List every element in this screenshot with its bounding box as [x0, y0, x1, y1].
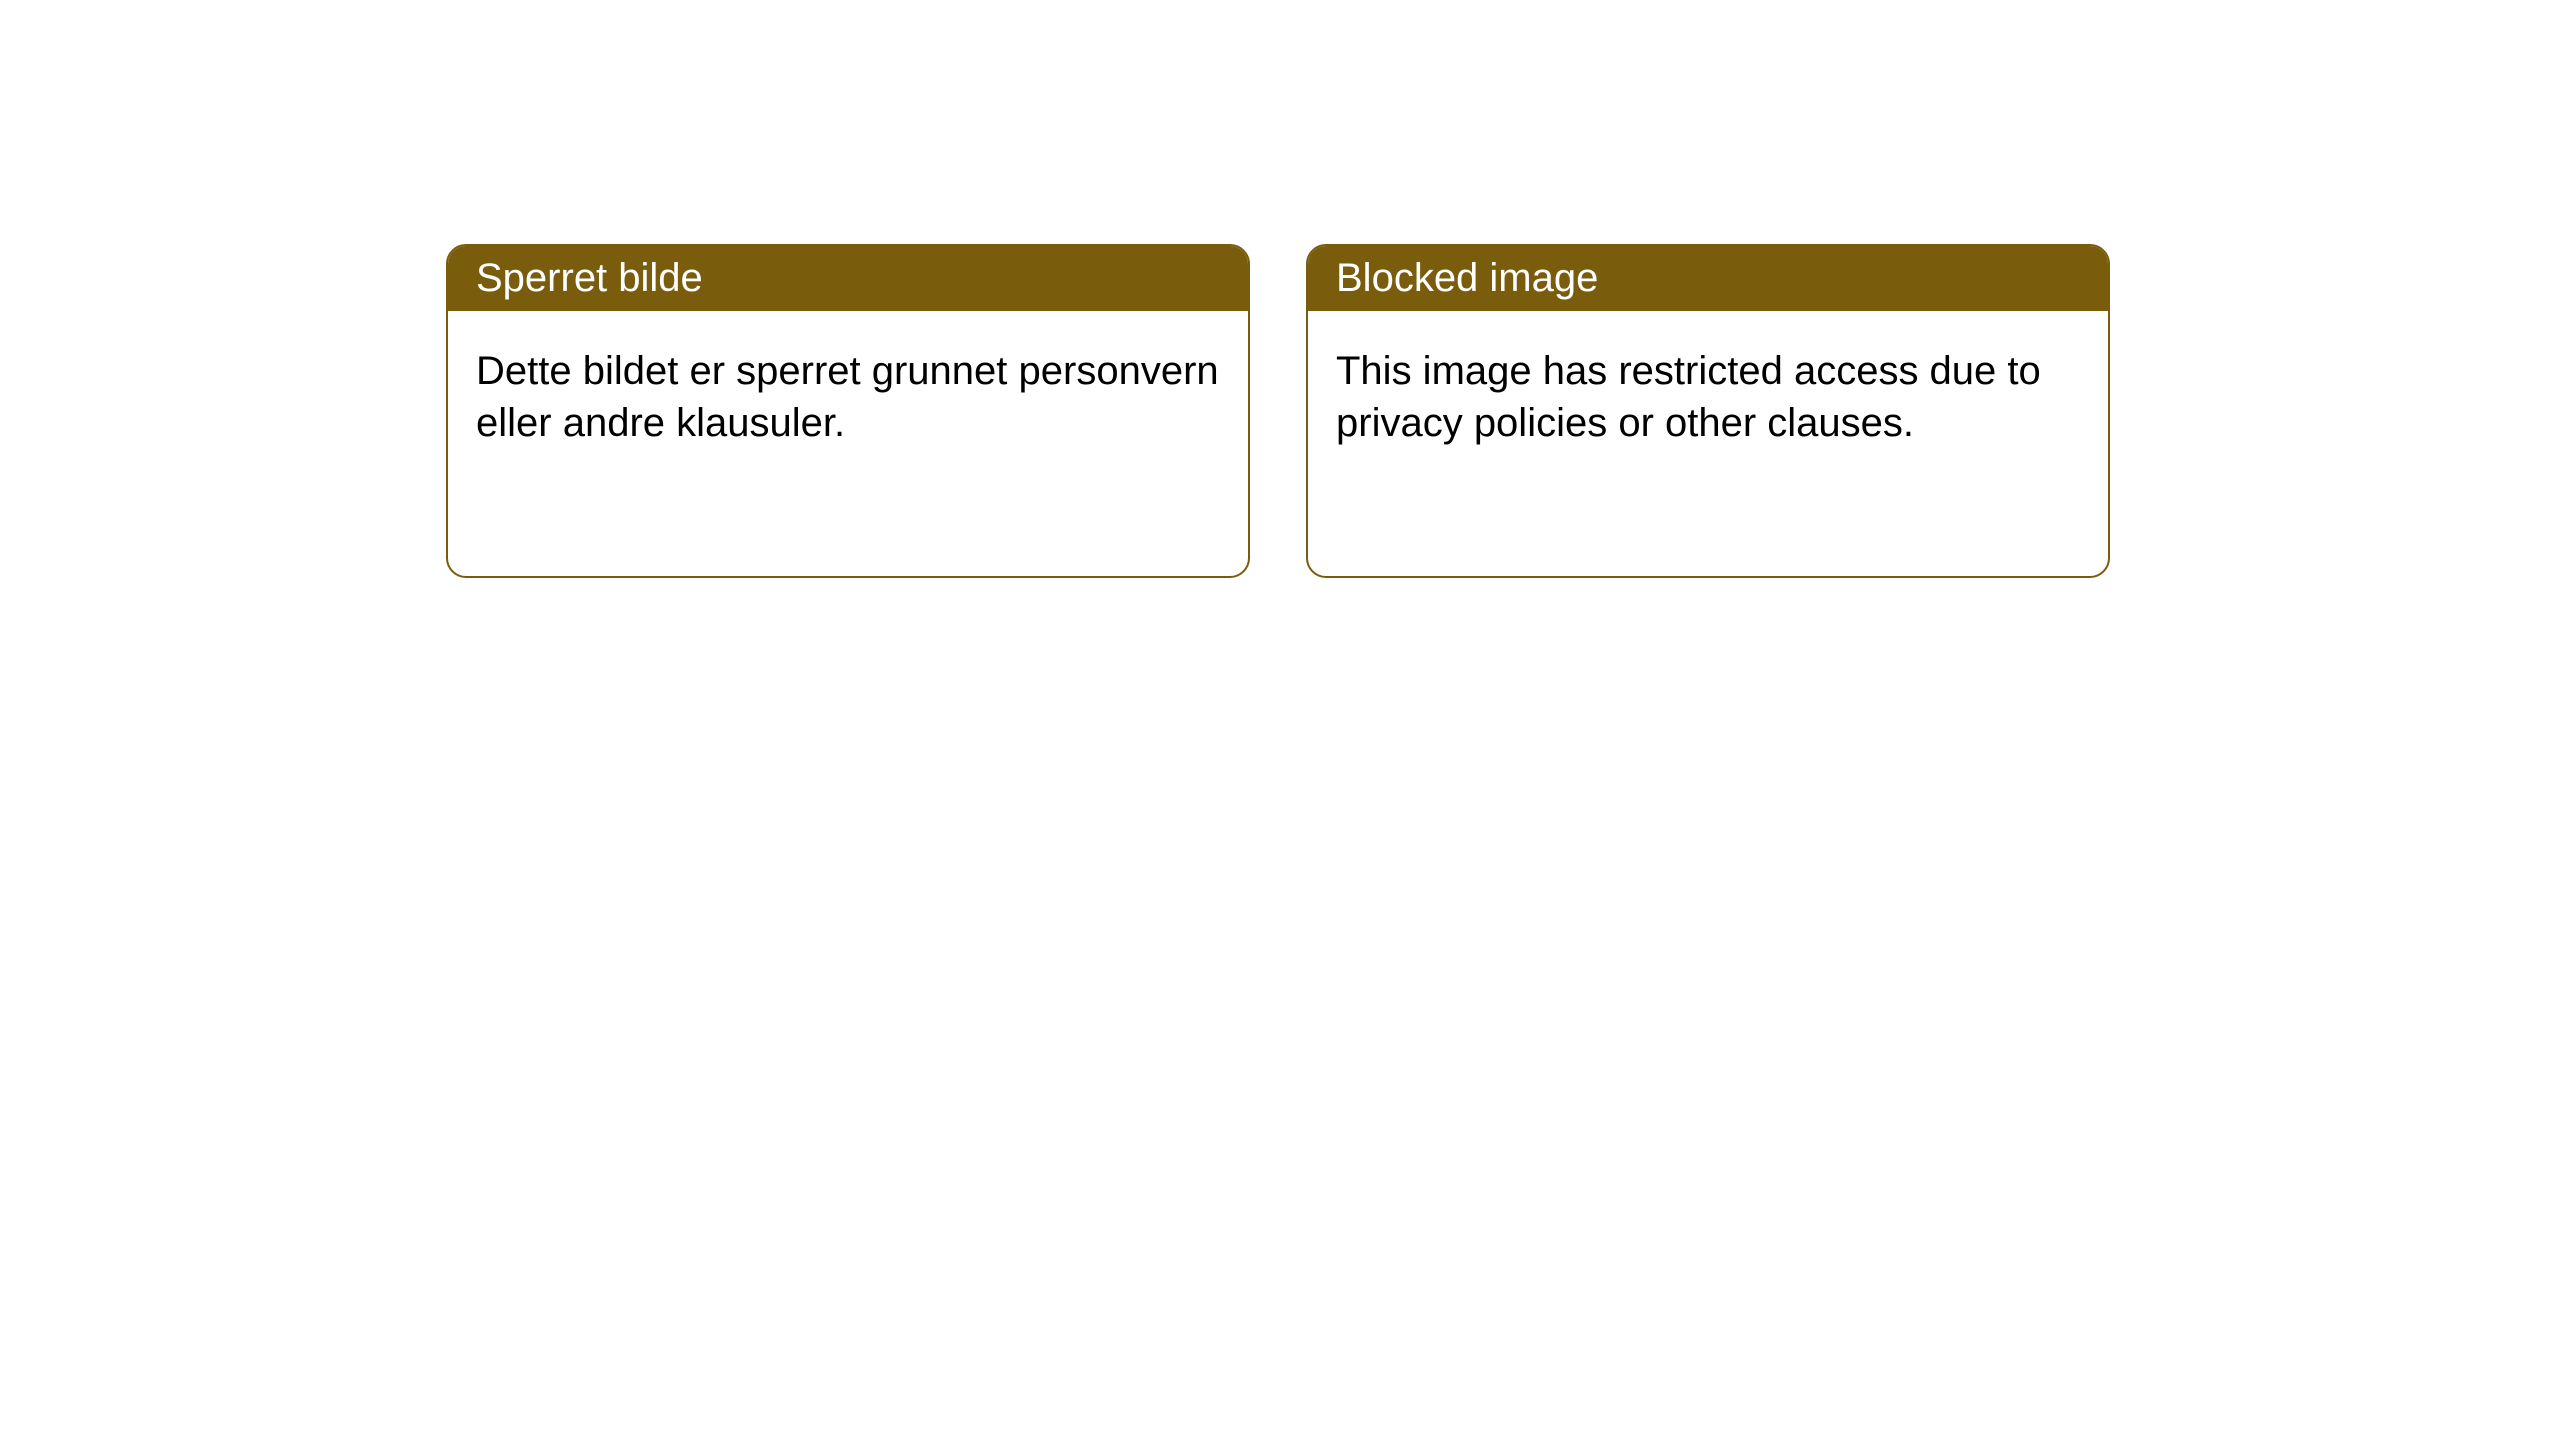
card-title: Blocked image	[1308, 246, 2108, 311]
notice-container: Sperret bilde Dette bildet er sperret gr…	[0, 0, 2560, 578]
notice-card-english: Blocked image This image has restricted …	[1306, 244, 2110, 578]
card-body: This image has restricted access due to …	[1308, 311, 2108, 483]
card-title: Sperret bilde	[448, 246, 1248, 311]
notice-card-norwegian: Sperret bilde Dette bildet er sperret gr…	[446, 244, 1250, 578]
card-body: Dette bildet er sperret grunnet personve…	[448, 311, 1248, 483]
